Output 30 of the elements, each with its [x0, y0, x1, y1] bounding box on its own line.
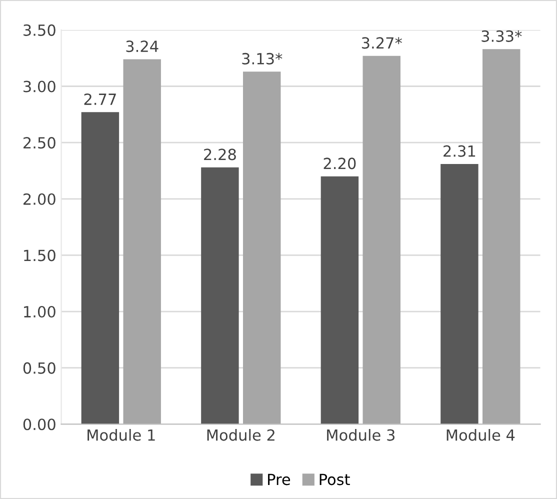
data-label: 3.33* [482, 30, 522, 42]
y-tick-label: 2.00 [24, 193, 56, 205]
bar [123, 59, 161, 424]
y-tick-label: 2.50 [24, 137, 56, 149]
x-tick-label: Module 1 [88, 429, 155, 441]
bar [320, 176, 359, 424]
data-label: 3.13* [242, 52, 282, 64]
bar [201, 167, 239, 424]
x-tick-label: Module 2 [207, 429, 274, 441]
bar [482, 49, 520, 424]
data-label: 3.24 [126, 40, 158, 52]
y-tick-label: 3.50 [24, 24, 56, 36]
x-tick-label: Module 3 [327, 429, 394, 441]
bar [440, 164, 478, 424]
bar [362, 56, 400, 424]
data-label: 2.77 [84, 93, 116, 105]
bar [243, 72, 281, 424]
legend-label: Post [320, 474, 350, 486]
data-label: 2.28 [204, 148, 236, 160]
data-label: 2.20 [324, 158, 356, 170]
y-tick-label: 3.00 [24, 80, 56, 92]
x-tick-label: Module 4 [446, 429, 515, 441]
bar [81, 112, 120, 424]
data-label: 2.31 [444, 145, 476, 157]
y-tick-label: 0.50 [23, 362, 56, 374]
data-label: 3.27* [362, 37, 402, 49]
y-tick-label: 1.50 [24, 250, 56, 262]
y-tick-label: 0.00 [23, 418, 56, 430]
y-tick-label: 1.00 [24, 306, 56, 318]
legend-label: Pre [268, 474, 290, 486]
